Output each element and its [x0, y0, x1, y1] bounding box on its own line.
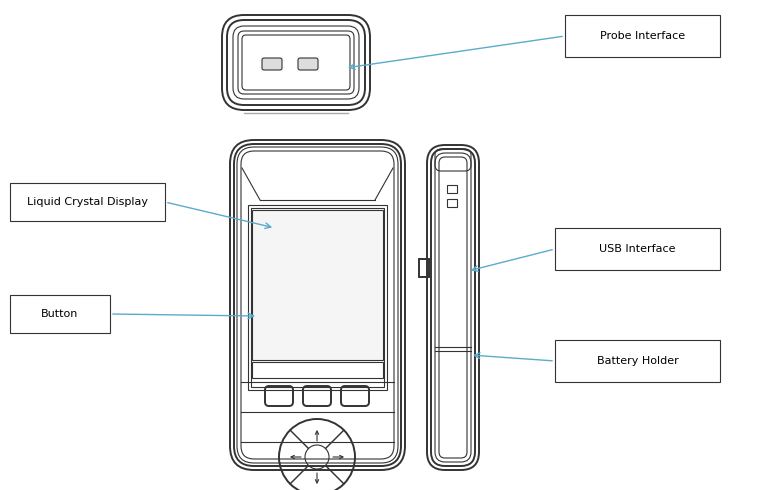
Text: Battery Holder: Battery Holder [597, 356, 678, 366]
Bar [252, 362, 383, 378]
Bar [555, 340, 720, 382]
Bar [447, 199, 457, 207]
Bar [555, 228, 720, 270]
Text: USB Interface: USB Interface [599, 244, 676, 254]
Bar [419, 259, 429, 276]
Text: Liquid Crystal Display: Liquid Crystal Display [27, 197, 148, 207]
Bar [251, 208, 384, 387]
Bar [10, 183, 165, 221]
Bar [565, 15, 720, 57]
Bar [248, 205, 387, 390]
FancyBboxPatch shape [298, 58, 318, 70]
Text: Button: Button [42, 309, 79, 319]
Bar [10, 295, 110, 333]
Bar [447, 185, 457, 193]
Bar [252, 210, 383, 360]
Text: Probe Interface: Probe Interface [600, 31, 685, 41]
FancyBboxPatch shape [262, 58, 282, 70]
